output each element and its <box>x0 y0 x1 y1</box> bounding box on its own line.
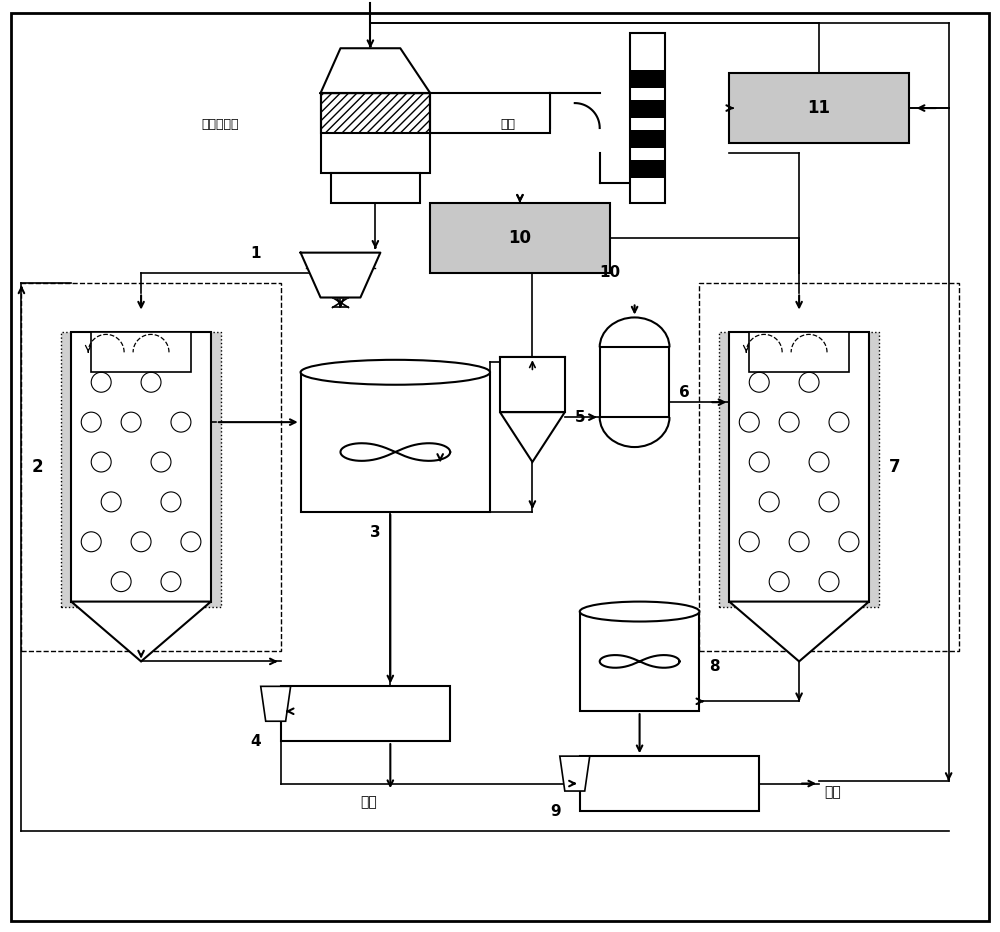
Text: 1: 1 <box>251 246 261 261</box>
Text: 10: 10 <box>599 265 620 281</box>
Polygon shape <box>301 253 380 297</box>
Bar <box>21 282 281 651</box>
Bar <box>321 93 430 133</box>
Bar <box>630 130 665 148</box>
Bar <box>71 333 211 601</box>
Bar <box>500 357 565 412</box>
Bar <box>430 203 610 272</box>
Bar <box>580 756 759 811</box>
Text: 2: 2 <box>31 458 43 476</box>
Text: 3: 3 <box>370 525 381 540</box>
Polygon shape <box>321 48 430 93</box>
Text: 6: 6 <box>679 385 690 400</box>
Polygon shape <box>500 412 565 462</box>
Bar <box>600 348 669 418</box>
Bar <box>430 93 550 133</box>
Text: 9: 9 <box>550 804 560 819</box>
Bar <box>729 74 909 143</box>
Polygon shape <box>71 601 211 662</box>
Ellipse shape <box>580 601 699 622</box>
Bar <box>331 172 420 203</box>
Bar <box>580 611 699 711</box>
Text: 废水: 废水 <box>824 785 841 799</box>
Text: 11: 11 <box>808 99 831 117</box>
Text: 泥饼: 泥饼 <box>360 795 377 809</box>
Polygon shape <box>729 601 869 662</box>
Bar <box>301 372 490 512</box>
Bar <box>91 333 191 372</box>
Text: 烟道: 烟道 <box>500 118 515 131</box>
Polygon shape <box>560 756 590 791</box>
Polygon shape <box>261 686 291 721</box>
Bar <box>630 34 665 203</box>
Text: 10: 10 <box>508 228 531 247</box>
Text: 5: 5 <box>575 410 585 425</box>
Bar <box>729 333 869 601</box>
Text: 4: 4 <box>251 734 261 749</box>
Bar <box>630 160 665 178</box>
Bar <box>699 282 959 651</box>
Text: 7: 7 <box>889 458 900 476</box>
Text: 脱硫吸收塔: 脱硫吸收塔 <box>201 118 238 131</box>
Bar <box>749 333 849 372</box>
Bar <box>321 93 430 172</box>
Text: 8: 8 <box>709 659 720 675</box>
Bar <box>61 333 221 607</box>
Ellipse shape <box>301 360 490 385</box>
Bar <box>719 333 879 607</box>
Bar <box>630 70 665 89</box>
Bar <box>281 686 450 741</box>
Bar <box>630 100 665 118</box>
